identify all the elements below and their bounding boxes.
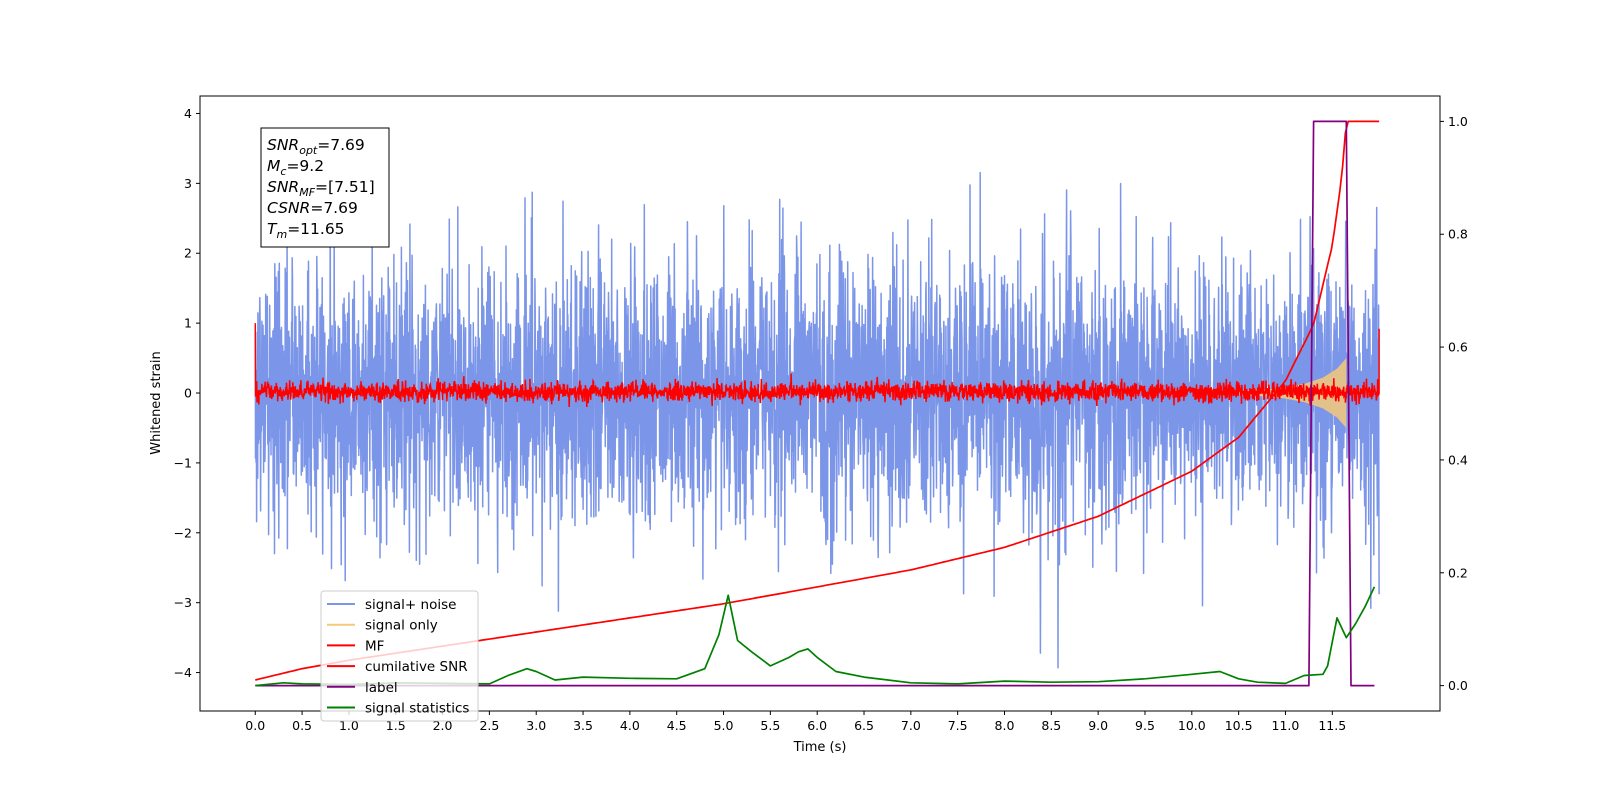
series-signal-noise	[254, 171, 1380, 669]
x-tick-label: 11.0	[1272, 718, 1300, 733]
x-tick-label: 1.5	[386, 718, 406, 733]
y2-tick-label: 0.6	[1448, 340, 1468, 355]
y-tick-label: −3	[174, 595, 192, 610]
legend-label: signal+ noise	[365, 597, 456, 613]
x-tick-label: 9.0	[1088, 718, 1108, 733]
y2-tick-label: 0.2	[1448, 565, 1468, 580]
x-tick-label: 2.0	[433, 718, 453, 733]
legend-label: MF	[365, 638, 384, 654]
legend-frame	[320, 590, 479, 722]
legend-label: signal statistics	[365, 701, 469, 717]
x-tick-label: 6.0	[807, 718, 827, 733]
y-tick-label: 3	[184, 176, 192, 191]
info-line: SNRMF=[7.51]	[267, 178, 375, 199]
series-signal-statistics	[255, 586, 1376, 687]
y-tick-label: 0	[184, 386, 192, 401]
x-tick-label: 2.5	[479, 718, 499, 733]
axes-frame	[199, 95, 1441, 712]
x-tick-label: 8.0	[995, 718, 1015, 733]
y2-tick-label: 0.0	[1448, 678, 1468, 693]
y-tick-label: 4	[184, 106, 192, 121]
y-tick-label: 1	[184, 316, 192, 331]
info-line: Tm=11.65	[267, 220, 345, 241]
legend: signal+ noise signal only MF cumilative SNR…	[320, 590, 479, 722]
y2-tick-label: 1.0	[1448, 114, 1468, 129]
info-box-frame	[260, 127, 390, 248]
info-line: CSNR=7.69	[267, 199, 358, 217]
x-tick-label: 7.0	[901, 718, 921, 733]
y2-tick-label: 0.8	[1448, 227, 1468, 242]
axes-ticks: 0.0 0.5 1.0 1.5 2.0 2.5 3.0 3.5 4.0 4.5 5.0 5.5 6.0 6…	[174, 106, 1468, 733]
x-tick-label: 5.0	[714, 718, 734, 733]
x-tick-label: 4.5	[667, 718, 687, 733]
y-tick-label: −4	[174, 665, 192, 680]
legend-label: cumilative SNR	[365, 659, 468, 675]
legend-label: label	[365, 680, 398, 696]
info-line: SNRopt=7.69	[267, 136, 365, 157]
x-tick-label: 3.5	[573, 718, 593, 733]
x-axis-label: Time (s)	[793, 740, 847, 755]
x-tick-label: 10.5	[1225, 718, 1253, 733]
y-axis-label: Whitened strain	[149, 351, 164, 454]
x-tick-label: 6.5	[854, 718, 874, 733]
y-tick-label: −1	[174, 455, 192, 470]
x-tick-label: 5.5	[760, 718, 780, 733]
y-tick-label: −2	[174, 525, 192, 540]
legend-label: signal only	[365, 618, 438, 634]
x-tick-label: 3.0	[526, 718, 546, 733]
x-tick-label: 1.0	[339, 718, 359, 733]
series-mf	[254, 323, 1380, 408]
x-tick-label: 4.0	[620, 718, 640, 733]
x-tick-label: 9.5	[1135, 718, 1155, 733]
x-tick-label: 8.5	[1041, 718, 1061, 733]
info-line: Mc=9.2	[267, 157, 324, 178]
y-tick-label: 2	[184, 246, 192, 261]
y2-tick-label: 0.4	[1448, 452, 1468, 467]
x-tick-label: 0.5	[292, 718, 312, 733]
x-tick-label: 10.0	[1178, 718, 1206, 733]
x-tick-label: 11.5	[1318, 718, 1346, 733]
x-tick-label: 7.5	[948, 718, 968, 733]
x-tick-label: 0.0	[245, 718, 265, 733]
series-label	[255, 120, 1375, 687]
